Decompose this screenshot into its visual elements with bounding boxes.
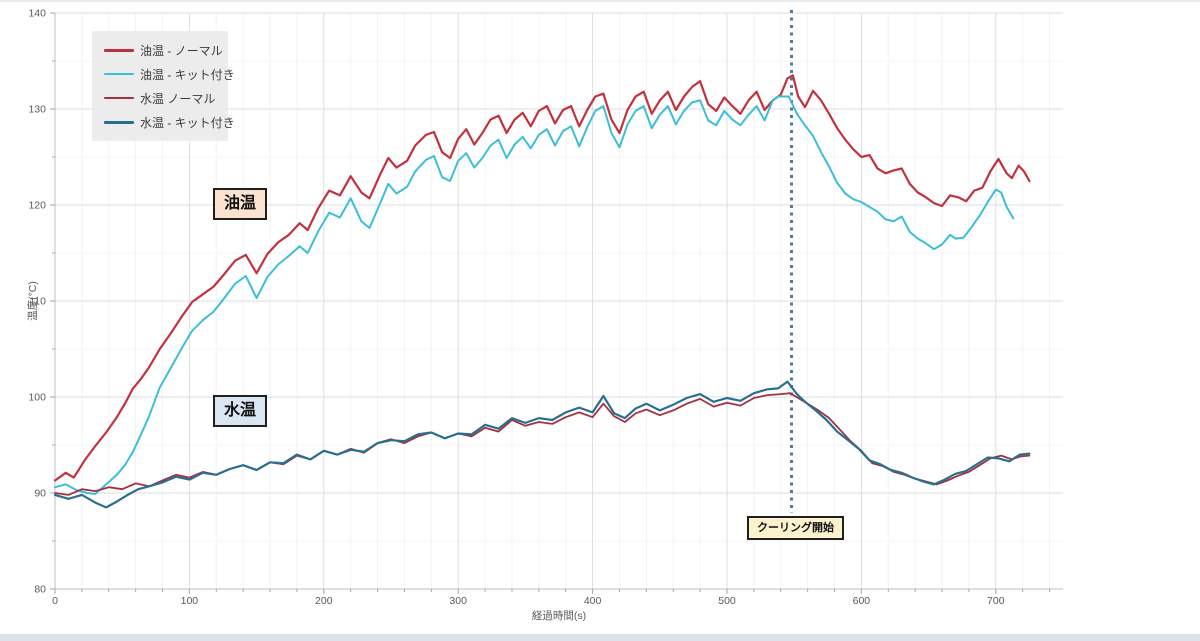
series-line-oil-normal bbox=[53, 74, 1031, 482]
legend-item-water-normal: 水温 ノーマル bbox=[104, 86, 228, 110]
x-axis-title: 経過時間(s) bbox=[532, 609, 586, 622]
y-tick-label: 130 bbox=[28, 104, 46, 116]
x-tick-label: 100 bbox=[181, 595, 199, 607]
y-tick-label: 90 bbox=[34, 488, 46, 500]
legend: 油温 - ノーマル 油温 - キット付き 水温 ノーマル 水温 - キット付き bbox=[92, 31, 235, 141]
y-axis-title: 温度(°C) bbox=[26, 281, 39, 321]
series-line-oil-kit bbox=[54, 95, 1015, 495]
y-tick-label: 100 bbox=[28, 392, 46, 404]
top-edge-strip bbox=[0, 0, 1200, 2]
y-tick-label: 80 bbox=[34, 584, 46, 596]
y-tick-label: 120 bbox=[28, 200, 46, 212]
x-tick-label: 400 bbox=[584, 595, 602, 607]
oil-temp-label: 油温 bbox=[213, 188, 268, 220]
legend-swatch-water-normal bbox=[104, 97, 134, 99]
series-line-water-normal bbox=[54, 392, 1031, 496]
y-tick-label: 140 bbox=[28, 8, 46, 20]
legend-label: 油温 - キット付き bbox=[140, 67, 235, 82]
water-temp-label: 水温 bbox=[213, 395, 268, 427]
x-tick-label: 200 bbox=[315, 595, 333, 607]
legend-swatch-oil-kit bbox=[104, 73, 134, 75]
legend-item-water-kit: 水温 - キット付き bbox=[104, 110, 235, 134]
x-tick-label: 700 bbox=[987, 595, 1005, 607]
y-tick-label: 110 bbox=[29, 296, 46, 308]
x-tick-label: 600 bbox=[853, 595, 871, 607]
bottom-edge-strip bbox=[0, 634, 1200, 641]
cooling-start-label: クーリング開始 bbox=[747, 516, 844, 541]
x-tick-label: 0 bbox=[52, 595, 58, 607]
legend-item-oil-kit: 油温 - キット付き bbox=[104, 62, 235, 86]
legend-label: 水温 ノーマル bbox=[140, 91, 216, 106]
legend-label: 水温 - キット付き bbox=[140, 115, 235, 130]
series-line-water-kit bbox=[53, 380, 1031, 509]
x-tick-label: 500 bbox=[718, 595, 736, 607]
legend-swatch-oil-normal bbox=[104, 48, 134, 52]
legend-label: 油温 - ノーマル bbox=[140, 43, 223, 58]
x-tick-label: 300 bbox=[449, 595, 467, 607]
legend-item-oil-normal: 油温 - ノーマル bbox=[104, 38, 228, 62]
legend-swatch-water-kit bbox=[104, 120, 134, 124]
